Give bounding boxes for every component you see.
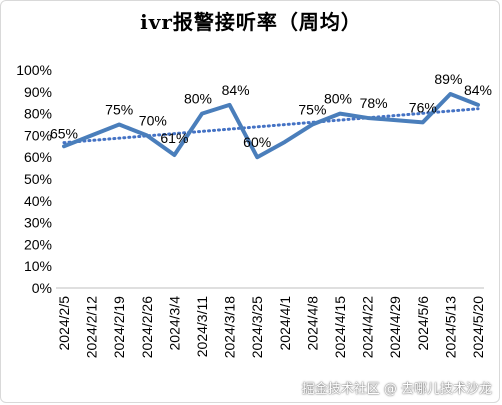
y-tick-label: 0%: [32, 280, 52, 296]
data-label: 78%: [360, 95, 388, 111]
data-label: 76%: [409, 99, 437, 115]
y-tick-label: 20%: [24, 236, 52, 252]
series-layer: [62, 91, 480, 160]
x-tick-label: 2024/2/5: [56, 296, 72, 351]
x-tick-label: 2024/4/1: [277, 296, 293, 351]
data-label: 70%: [139, 112, 167, 128]
series-line: [62, 91, 480, 160]
data-label: 60%: [243, 134, 271, 150]
y-tick-label: 30%: [24, 215, 52, 231]
y-tick-label: 10%: [24, 258, 52, 274]
x-tick-label: 2024/3/11: [194, 296, 210, 357]
x-tick-label: 2024/2/19: [111, 296, 127, 358]
x-tick-label: 2024/4/8: [304, 296, 320, 351]
y-axis-ticks: 0% 10% 20% 30% 40% 50% 60% 70% 80% 90% 100%: [16, 62, 52, 296]
x-tick-label: 2024/3/18: [222, 296, 238, 358]
y-tick-label: 80%: [24, 106, 52, 122]
x-tick-label: 2024/2/26: [139, 296, 155, 358]
x-axis-ticks: 2024/2/5 2024/2/12 2024/2/19 2024/2/26 2024/…: [56, 296, 486, 359]
data-label: 75%: [298, 102, 326, 118]
x-tick-label: 2024/5/6: [415, 296, 431, 351]
x-tick-label: 2024/3/25: [249, 296, 265, 358]
watermark: 掘金技术社区 @ 去哪儿技术沙龙: [301, 382, 492, 397]
x-tick-label: 2024/5/13: [442, 296, 458, 358]
x-tick-label: 2024/4/29: [387, 296, 403, 358]
y-tick-label: 70%: [24, 127, 52, 143]
x-tick-label: 2024/5/20: [470, 296, 486, 358]
y-tick-label: 50%: [24, 171, 52, 187]
data-label: 84%: [222, 82, 250, 98]
data-label: 80%: [184, 91, 212, 107]
y-tick-label: 60%: [24, 149, 52, 165]
trendline: [62, 107, 480, 145]
data-labels: 65%75%70%61%80%84%60%75%80% 78% 76%89%84%: [50, 71, 492, 150]
data-label: 75%: [105, 102, 133, 118]
data-label: 65%: [50, 125, 78, 141]
y-tick-label: 100%: [16, 62, 52, 78]
x-tick-label: 2024/4/15: [332, 296, 348, 358]
chart-title: ivr报警接听率（周均）: [140, 10, 362, 34]
x-tick-label: 2024/3/4: [166, 296, 182, 351]
x-tick-label: 2024/2/12: [84, 296, 100, 358]
data-label: 84%: [464, 82, 492, 98]
data-label: 89%: [434, 71, 462, 87]
data-label: 80%: [324, 91, 352, 107]
y-tick-label: 40%: [24, 193, 52, 209]
trendline-layer: [62, 107, 480, 145]
x-tick-label: 2024/4/22: [360, 296, 376, 358]
data-label: 61%: [160, 130, 188, 146]
y-tick-label: 90%: [24, 84, 52, 100]
